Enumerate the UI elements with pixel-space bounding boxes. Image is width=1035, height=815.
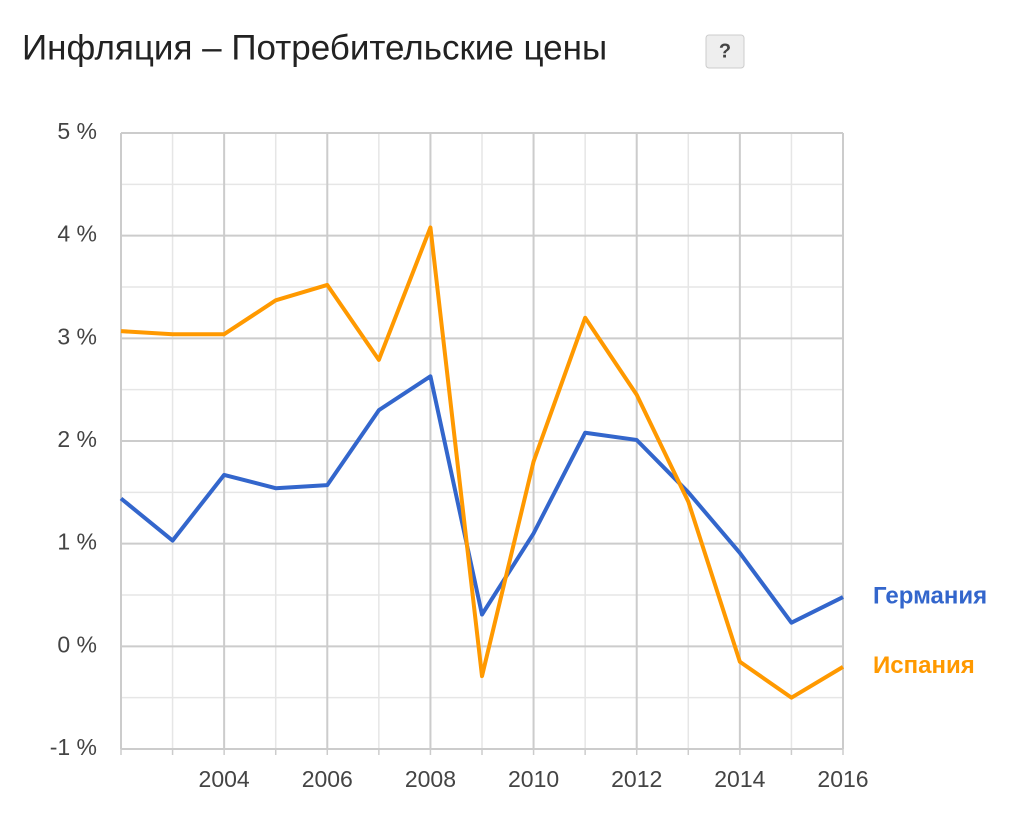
x-tick-label: 2014 xyxy=(714,766,765,792)
y-tick-label: 5 % xyxy=(57,118,97,144)
x-tick-label: 2006 xyxy=(302,766,353,792)
y-tick-label: 4 % xyxy=(57,221,97,247)
x-tick-label: 2010 xyxy=(508,766,559,792)
y-tick-label: 3 % xyxy=(57,323,97,349)
series-line xyxy=(119,374,844,625)
chart-title: Инфляция – Потребительские цены xyxy=(22,28,607,67)
series-label: Испания xyxy=(873,652,975,679)
y-tick-label: 1 % xyxy=(57,529,97,555)
x-tick-label: 2012 xyxy=(611,766,662,792)
help-button[interactable]: ? xyxy=(705,34,745,69)
y-tick-label: -1 % xyxy=(50,734,97,760)
series-line xyxy=(120,225,845,700)
x-tick-label: 2004 xyxy=(199,766,250,792)
help-button-label[interactable]: ? xyxy=(719,40,731,62)
series-label: Германия xyxy=(873,582,987,609)
help-button-box[interactable] xyxy=(705,34,745,69)
y-tick-label: 0 % xyxy=(57,631,97,657)
x-tick-label: 2016 xyxy=(817,766,868,792)
x-tick-label: 2008 xyxy=(405,766,456,792)
y-tick-label: 2 % xyxy=(57,426,97,452)
